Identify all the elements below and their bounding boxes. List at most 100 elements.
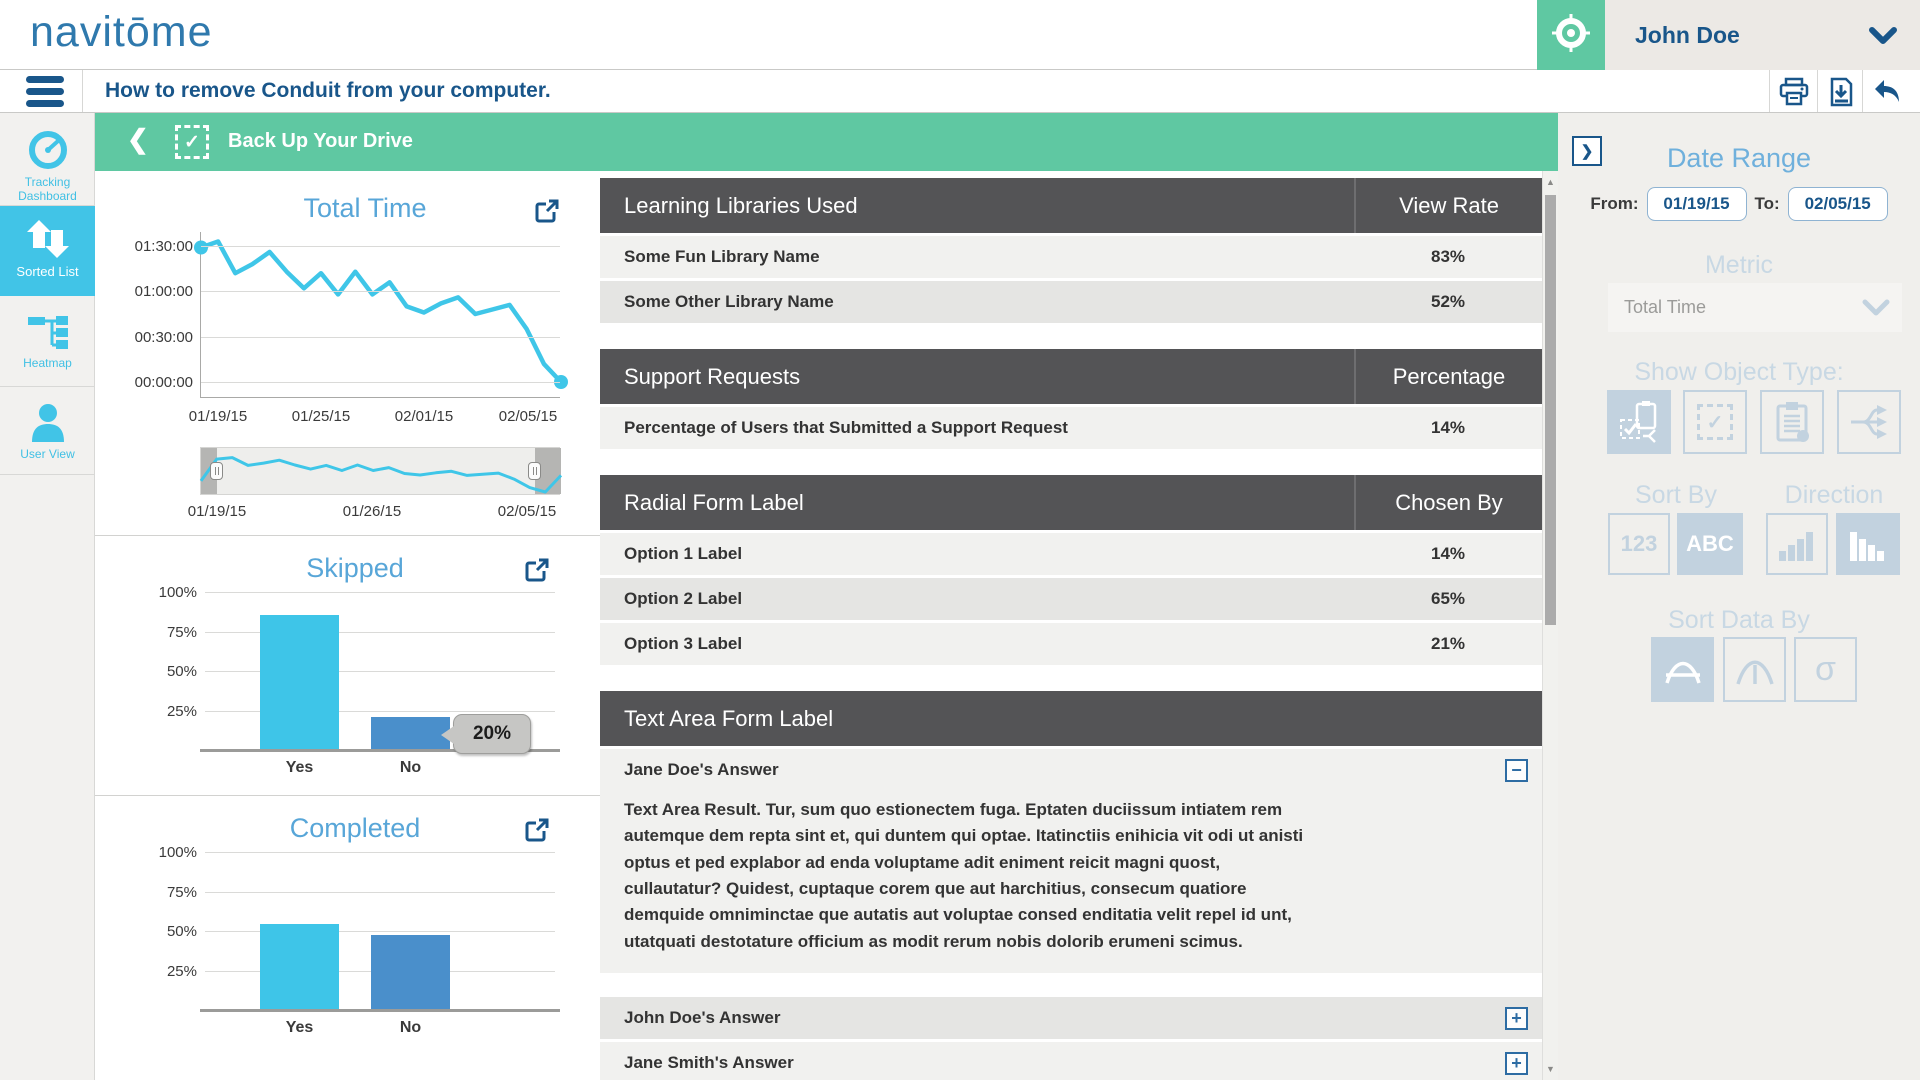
scrollbar-thumb[interactable] <box>1545 195 1556 625</box>
metric-title: Metric <box>1704 251 1774 279</box>
sidebar-item-sorted-list[interactable]: Sorted List <box>0 206 108 296</box>
page-title: How to remove Conduit from your computer… <box>105 79 551 102</box>
bar-tooltip: 20% <box>441 714 531 754</box>
row-value: 83% <box>1430 247 1466 266</box>
sort-data-mode-button[interactable] <box>1723 637 1786 702</box>
bar-completed-no[interactable] <box>371 934 450 1009</box>
sidebar-item-label: Tracking Dashboard <box>18 175 77 203</box>
table-header: Support Requests Percentage <box>600 349 1542 404</box>
table-row[interactable]: Percentage of Users that Submitted a Sup… <box>600 407 1542 449</box>
bell-curve-icon <box>1735 660 1774 685</box>
slider-handle-right[interactable] <box>528 462 541 480</box>
overview-tick: 01/19/15 <box>187 503 247 520</box>
table-row[interactable]: Some Other Library Name 52% <box>600 281 1542 323</box>
answer-label: Jane Doe's Answer <box>624 760 779 779</box>
object-type-checkbox-button[interactable]: ✓ <box>1683 390 1747 454</box>
user-avatar[interactable] <box>1537 0 1605 70</box>
metric-dropdown[interactable]: Total Time <box>1608 283 1902 332</box>
divider <box>82 70 83 112</box>
metric-selected-value: Total Time <box>1624 297 1707 317</box>
sort-numeric-button[interactable]: 123 <box>1608 513 1670 575</box>
sidebar-item-label: Sorted List <box>16 264 79 279</box>
y-tick: 75% <box>166 883 197 901</box>
direction-ascending-button[interactable] <box>1766 513 1828 575</box>
table-row[interactable]: Some Fun Library Name 83% <box>600 236 1542 278</box>
collapse-panel-button[interactable]: ❯ <box>1572 136 1602 166</box>
scroll-up-icon[interactable]: ▲ <box>1546 177 1555 187</box>
sort-data-mean-button[interactable] <box>1651 637 1714 702</box>
total-time-plot: 01:30:00 01:00:00 00:30:00 00:00:00 01/1… <box>135 232 568 425</box>
person-icon <box>27 404 69 447</box>
external-link-icon[interactable] <box>533 198 560 225</box>
checkbox-icon: ✓ <box>175 125 209 159</box>
sidebar-item-label: User View <box>20 447 75 461</box>
object-type-branch-button[interactable] <box>1837 390 1901 454</box>
date-range-slider[interactable] <box>199 447 563 495</box>
answer-label: John Doe's Answer <box>624 1008 781 1028</box>
scroll-down-icon[interactable]: ▼ <box>1546 1064 1555 1074</box>
table-value-header: Percentage <box>1354 349 1542 404</box>
x-tick: 01/19/15 <box>188 408 248 425</box>
divider <box>1862 70 1863 112</box>
app-logo: navitōme <box>30 8 213 56</box>
overview-tick: 02/05/15 <box>497 503 557 520</box>
user-menu[interactable]: John Doe <box>1605 0 1920 70</box>
x-tick: 02/05/15 <box>498 408 558 425</box>
sort-data-sigma-button[interactable]: σ <box>1794 637 1857 702</box>
chart-title-total-time: Total Time <box>303 193 427 223</box>
bar-completed-yes[interactable] <box>260 923 339 1009</box>
bar-skipped-no[interactable] <box>371 717 450 749</box>
y-tick: 01:00:00 <box>134 283 193 300</box>
object-type-combined-button[interactable] <box>1607 390 1671 454</box>
row-label: Option 3 Label <box>624 634 743 653</box>
bar-category: Yes <box>285 1019 314 1036</box>
panel-scrollbar[interactable]: ▲ ▼ <box>1542 171 1558 1080</box>
table-row[interactable]: Option 1 Label 14% <box>600 533 1542 575</box>
bar-skipped-yes[interactable] <box>260 614 339 749</box>
y-tick: 00:00:00 <box>134 374 193 391</box>
top-header: navitōme John Doe <box>0 0 1920 70</box>
object-type-clipboard-button[interactable] <box>1760 390 1824 454</box>
section-banner: ❮ ✓ Back Up Your Drive <box>95 113 1558 171</box>
from-date-input[interactable]: 01/19/15 <box>1646 187 1747 221</box>
direction-descending-button[interactable] <box>1836 513 1900 575</box>
export-document-icon[interactable] <box>1826 77 1858 107</box>
external-link-icon[interactable] <box>523 817 550 844</box>
table-title: Radial Form Label <box>624 489 804 515</box>
branch-icon <box>1851 405 1887 439</box>
table-row[interactable]: Option 2 Label 65% <box>600 578 1542 620</box>
undo-icon[interactable] <box>1872 77 1904 107</box>
row-value: 14% <box>1430 418 1466 437</box>
external-link-icon[interactable] <box>523 557 550 584</box>
expand-icon[interactable]: + <box>1505 1006 1528 1030</box>
table-value-header: View Rate <box>1354 178 1542 233</box>
target-icon <box>1550 12 1592 59</box>
slider-handle-left[interactable] <box>210 462 223 480</box>
x-axis <box>200 1009 560 1012</box>
sidebar-item-tracking-dashboard[interactable]: Tracking Dashboard <box>0 113 95 206</box>
sidebar-item-heatmap[interactable]: Heatmap <box>0 296 95 387</box>
bar-category: No <box>399 1019 422 1036</box>
text-area-section: Text Area Form Label Jane Doe's Answer −… <box>600 691 1542 1080</box>
expand-icon[interactable]: + <box>1505 1051 1528 1075</box>
chevron-down-icon <box>1862 299 1890 322</box>
sidebar-item-user-view[interactable]: User View <box>0 387 95 475</box>
total-time-line-svg <box>194 239 568 389</box>
bar-category: Yes <box>285 759 314 776</box>
to-date-input[interactable]: 02/05/15 <box>1787 187 1888 221</box>
table-learning-libraries: Learning Libraries Used View Rate Some F… <box>600 178 1542 323</box>
back-chevron-icon[interactable]: ❮ <box>127 124 149 154</box>
answer-label: Jane Smith's Answer <box>624 1053 794 1073</box>
print-icon[interactable] <box>1778 77 1810 107</box>
sort-alpha-button[interactable]: ABC <box>1677 513 1743 575</box>
collapse-icon[interactable]: − <box>1505 758 1528 782</box>
answer-block-jane-smith[interactable]: Jane Smith's Answer + <box>600 1042 1542 1080</box>
table-title: Support Requests <box>624 363 801 389</box>
answer-block-john-doe[interactable]: John Doe's Answer + <box>600 997 1542 1040</box>
answer-header[interactable]: Jane Doe's Answer − <box>600 749 1542 791</box>
table-row[interactable]: Option 3 Label 21% <box>600 623 1542 665</box>
menu-icon[interactable] <box>26 76 64 107</box>
user-name: John Doe <box>1635 21 1740 48</box>
ascending-bars-icon <box>1779 532 1813 561</box>
results-panel: Learning Libraries Used View Rate Some F… <box>600 171 1542 1080</box>
